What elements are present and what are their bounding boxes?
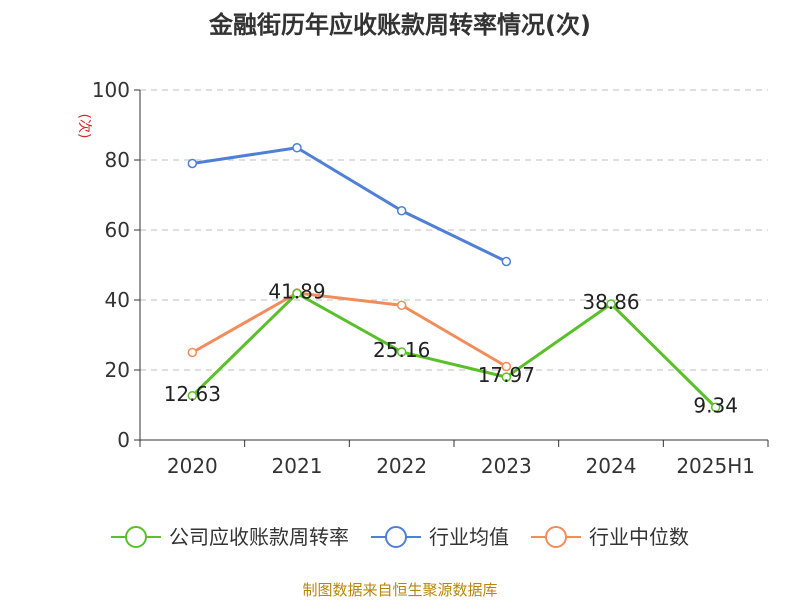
chart-title: 金融街历年应收账款周转率情况(次) <box>208 11 591 39</box>
data-point <box>606 299 616 309</box>
data-point <box>710 402 721 413</box>
source-note: 制图数据来自恒生聚源数据库 <box>302 581 497 599</box>
data-point <box>396 206 407 216</box>
y-tick-label: 100 <box>92 78 130 102</box>
legend-marker <box>125 526 147 548</box>
legend-item: 行业均值 <box>371 525 509 549</box>
data-point <box>501 256 512 267</box>
legend: 公司应收账款周转率 行业均值 行业中位数 <box>111 525 689 549</box>
legend-marker <box>545 526 567 548</box>
series-line <box>191 291 508 368</box>
y-tick-label: 40 <box>105 288 130 312</box>
data-point <box>396 347 407 357</box>
data-labels: 12.63 41.89 25.16 17.97 38.86 9.34 <box>164 279 738 417</box>
x-tick-label: 2021 <box>272 454 323 478</box>
series-line <box>191 291 717 409</box>
data-point <box>396 300 407 310</box>
x-tick-label: 2024 <box>586 454 637 478</box>
data-label: 17.97 <box>478 363 535 387</box>
y-tick-label: 60 <box>105 218 130 242</box>
legend-label: 行业均值 <box>429 525 509 549</box>
x-tick-label: 2025H1 <box>676 454 755 478</box>
data-label: 9.34 <box>693 393 738 417</box>
legend-item: 行业中位数 <box>531 525 689 549</box>
data-point <box>501 372 512 382</box>
legend-label: 公司应收账款周转率 <box>169 525 349 549</box>
y-axis-label: (次) <box>76 114 92 139</box>
data-point <box>187 391 198 401</box>
data-point <box>187 158 198 169</box>
x-tick-label: 2023 <box>481 454 532 478</box>
data-point <box>501 361 512 372</box>
grid-lines <box>140 89 768 371</box>
data-label: 41.89 <box>268 279 325 303</box>
data-label: 38.86 <box>582 290 639 314</box>
series-line <box>192 146 507 263</box>
axes: 0 20 40 60 80 100 2020 2021 2022 2023 2024 2025H1 <box>92 78 769 478</box>
legend-item: 公司应收账款周转率 <box>111 525 349 549</box>
data-label: 25.16 <box>373 338 430 362</box>
y-tick-label: 20 <box>105 358 130 382</box>
legend-label: 行业中位数 <box>589 525 689 549</box>
data-point <box>187 347 198 358</box>
data-label: 12.63 <box>164 382 221 406</box>
series-group <box>187 143 721 413</box>
x-tick-label: 2020 <box>167 454 218 478</box>
x-tick-label: 2022 <box>376 454 427 478</box>
data-point <box>292 288 302 299</box>
legend-marker <box>385 526 407 548</box>
y-tick-label: 80 <box>105 148 130 172</box>
data-point <box>292 143 302 153</box>
y-tick-label: 0 <box>117 428 130 452</box>
